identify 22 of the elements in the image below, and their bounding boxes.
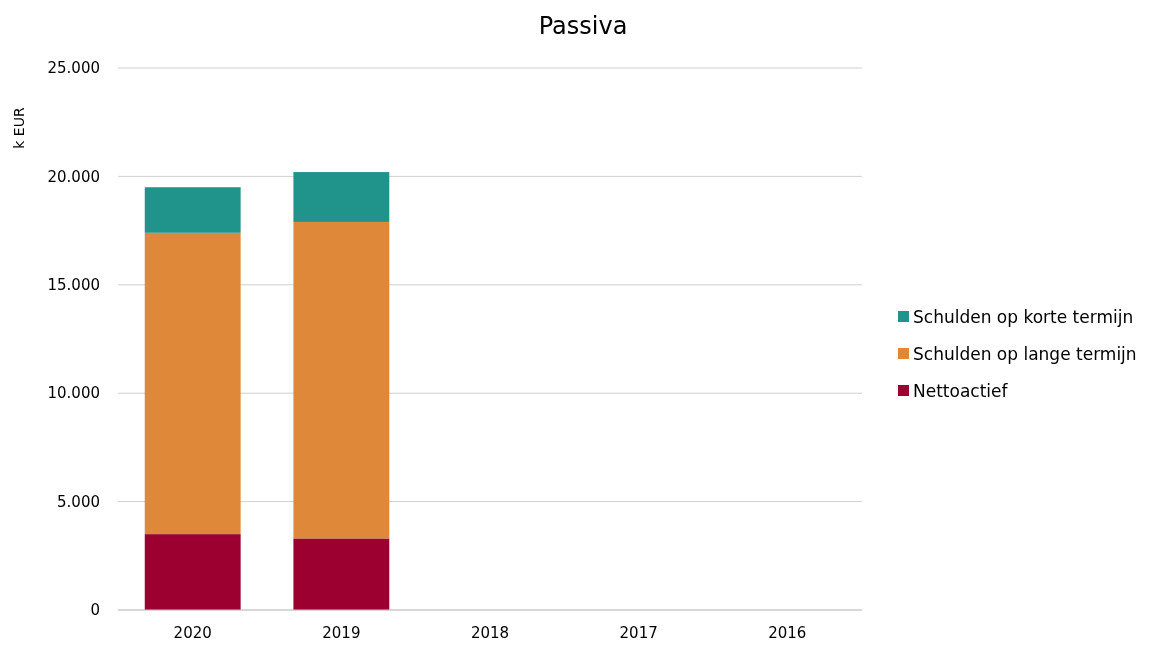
chart-title: Passiva [538,12,628,40]
bar [293,172,390,222]
legend-label: Schulden op lange termijn [913,343,1137,364]
x-tick-label: 2018 [470,624,510,642]
bar [293,221,390,539]
y-tick-label: 25.000 [47,59,100,78]
y-tick-label: 0 [90,601,100,620]
y-tick-label: 5.000 [57,492,100,511]
x-tick-label: 2019 [322,624,361,642]
legend-label: Nettoactief [913,380,1009,401]
bar [144,534,241,610]
bar [293,538,390,610]
y-axis-title: k EUR [11,107,27,149]
bar [144,187,241,233]
x-tick-label: 2016 [768,624,807,642]
y-tick-label: 15.000 [47,276,100,295]
x-tick-label: 2017 [619,624,658,642]
bar [144,232,241,535]
legend-label: Schulden op korte termijn [913,306,1134,327]
x-tick-label: 2020 [173,624,212,642]
y-tick-label: 10.000 [47,384,100,403]
y-tick-label: 20.000 [47,167,100,186]
